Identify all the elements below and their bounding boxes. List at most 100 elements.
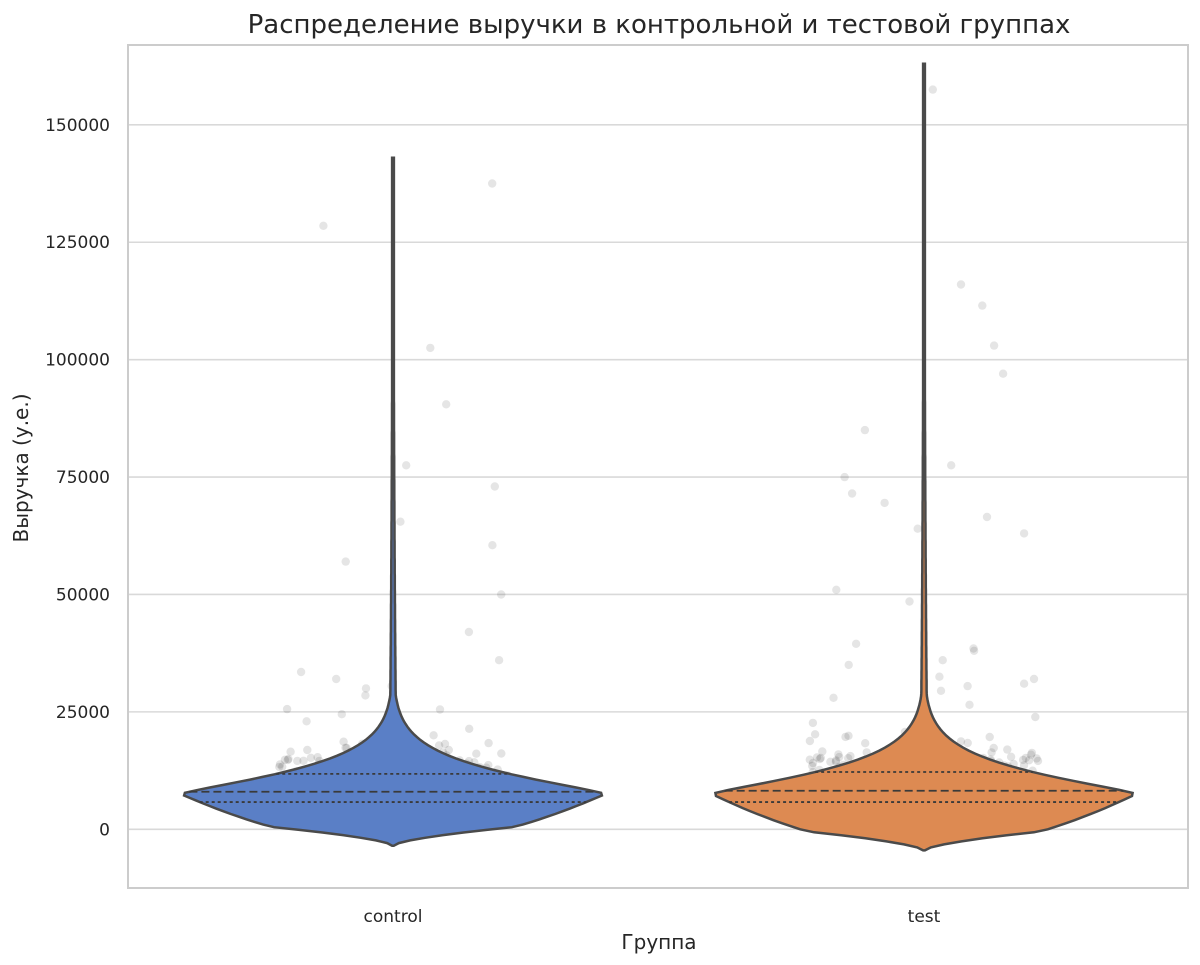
outlier-point-test: [938, 656, 947, 665]
outlier-point-test: [982, 512, 992, 522]
sample-point-control: [339, 737, 348, 746]
plot-background: [128, 45, 1188, 888]
outlier-point-test: [851, 639, 861, 648]
sample-point-test: [841, 732, 850, 742]
sample-point-test: [808, 758, 818, 768]
outlier-point-control: [302, 717, 311, 726]
y-tick-label: 75000: [56, 468, 110, 488]
y-axis-label: Выручка (у.е.): [9, 393, 33, 542]
sample-point-test: [835, 752, 844, 762]
sample-point-test: [805, 736, 815, 746]
plot-frame: [127, 44, 1189, 889]
outlier-point-control: [319, 221, 328, 230]
sample-point-test: [1018, 755, 1028, 765]
sample-point-test: [1027, 748, 1037, 758]
sample-point-test: [810, 730, 820, 739]
outlier-point-test: [840, 472, 849, 482]
outlier-point-test: [956, 280, 966, 289]
sample-point-test: [956, 737, 966, 746]
sample-point-control: [465, 724, 474, 733]
sample-point-test: [808, 718, 818, 728]
outlier-point-test: [998, 369, 1008, 378]
outlier-point-control: [337, 710, 346, 719]
outlier-point-test: [928, 85, 937, 94]
sample-point-test: [1021, 753, 1030, 763]
y-tick-label: 25000: [56, 703, 110, 723]
sample-point-control: [275, 762, 284, 772]
outlier-point-control: [426, 343, 435, 353]
outlier-point-control: [442, 400, 451, 409]
outlier-point-test: [880, 498, 889, 508]
outlier-point-test: [965, 700, 974, 709]
outlier-point-test: [832, 585, 841, 594]
sample-point-test: [818, 747, 827, 756]
outlier-point-test: [947, 461, 956, 470]
sample-point-control: [434, 741, 444, 750]
outlier-point-test: [860, 425, 870, 435]
sample-point-test: [844, 731, 853, 740]
sample-point-test: [1026, 750, 1036, 759]
sample-point-control: [306, 753, 316, 762]
sample-point-test: [808, 761, 817, 771]
y-tick-label: 125000: [45, 233, 110, 253]
y-tick-label: 150000: [45, 116, 110, 136]
sample-point-test: [985, 732, 994, 742]
outlier-point-control: [361, 684, 371, 693]
sample-point-control: [299, 756, 308, 765]
y-tick-label: 0: [99, 820, 110, 840]
sample-point-control: [472, 749, 481, 758]
sample-point-control: [484, 738, 493, 748]
outlier-point-control: [361, 691, 370, 700]
sample-point-test: [1033, 756, 1043, 766]
sample-point-test: [815, 754, 824, 764]
outlier-point-control: [341, 557, 350, 566]
outlier-point-test: [978, 301, 987, 310]
sample-point-test: [846, 751, 855, 761]
sample-point-test: [1019, 761, 1029, 770]
outlier-point-control: [488, 541, 497, 550]
sample-point-test: [834, 750, 843, 759]
violin-control: [182, 156, 604, 847]
sample-point-test: [861, 739, 870, 748]
sample-point-control: [497, 749, 506, 758]
outlier-point-test: [1029, 674, 1039, 684]
sample-point-test: [831, 756, 841, 765]
sample-point-test: [1003, 745, 1012, 754]
x-tick-label: control: [364, 907, 423, 927]
sample-point-test: [989, 743, 998, 753]
outlier-point-test: [913, 524, 922, 533]
y-tick-labels: 0 25000 50000 75000 100000 125000 150000: [45, 116, 110, 840]
x-tick-labels: control test: [364, 907, 941, 927]
outlier-point-test: [989, 341, 999, 350]
violin-layer: [182, 62, 1135, 852]
outlier-point-control: [296, 667, 306, 677]
outlier-point-test: [847, 489, 857, 498]
outlier-point-test: [936, 686, 946, 695]
violin-test: [713, 62, 1135, 852]
sample-point-control: [440, 739, 450, 749]
sample-point-test: [1031, 712, 1040, 722]
outlier-point-control: [494, 656, 504, 665]
sample-point-control: [280, 755, 290, 764]
sample-point-test: [816, 753, 825, 763]
sample-point-test: [963, 738, 972, 748]
sample-point-test: [987, 748, 996, 757]
y-tick-label: 50000: [56, 585, 110, 605]
outlier-point-control: [402, 461, 411, 470]
outlier-point-test: [969, 644, 978, 653]
sample-point-test: [805, 755, 814, 764]
sample-point-control: [282, 704, 292, 714]
outlier-point-test: [935, 672, 944, 681]
sample-point-control: [284, 754, 293, 764]
sample-point-control: [429, 731, 438, 740]
sample-point-test: [1006, 752, 1016, 761]
outlier-point-test: [1019, 529, 1029, 538]
sample-point-test: [1024, 756, 1034, 765]
outlier-point-control: [497, 590, 506, 599]
sample-point-control: [303, 745, 312, 755]
outlier-point-control: [490, 482, 499, 491]
outlier-point-control: [464, 627, 474, 637]
sample-point-control: [275, 760, 285, 769]
outlier-point-test: [1019, 679, 1029, 688]
